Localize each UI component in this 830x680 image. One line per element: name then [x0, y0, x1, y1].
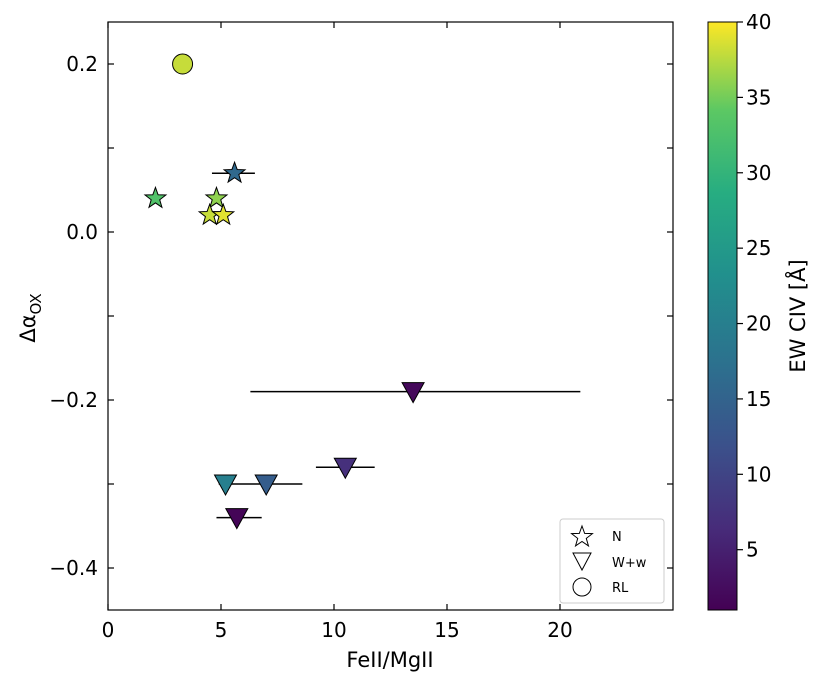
colorbar-tick-label: 5 — [746, 538, 759, 562]
colorbar-ticks: 5 10 15 20 25 30 35 40 — [737, 10, 771, 562]
colorbar-tick-label: 35 — [746, 85, 771, 109]
colorbar-tick-label: 25 — [746, 236, 771, 260]
data-point-star — [143, 185, 168, 209]
x-tick-label: 0 — [102, 618, 115, 642]
colorbar-tick-label: 20 — [746, 312, 771, 336]
x-tick-label: 5 — [215, 618, 228, 642]
y-tick-label: 0.0 — [66, 220, 98, 244]
x-tick-label: 20 — [547, 618, 572, 642]
data-point-triangle — [224, 508, 249, 530]
data-point-triangle — [333, 457, 358, 480]
legend-triangle-down-icon — [572, 552, 592, 572]
y-tick-label: −0.4 — [49, 556, 98, 580]
x-tick-label: 10 — [321, 618, 346, 642]
legend-star-icon — [570, 524, 594, 548]
legend-circle-icon — [572, 577, 592, 597]
colorbar-tick-label: 15 — [746, 387, 771, 411]
data-point-star — [211, 202, 236, 226]
colorbar: 5 10 15 20 25 30 35 40 EW CIV [Å] — [707, 10, 810, 611]
colorbar-tick-label: 30 — [746, 161, 771, 185]
error-bars — [211, 172, 581, 519]
data-point-triangle — [254, 474, 279, 497]
axis-ticks: 0 5 10 15 20 0.2 0.0 −0.2 −0.4 — [49, 22, 673, 642]
x-tick-label: 15 — [434, 618, 459, 642]
legend-label-n: N — [612, 530, 622, 545]
data-point-star — [204, 185, 229, 209]
colorbar-label: EW CIV [Å] — [784, 259, 810, 372]
y-axis-label-main: Δα — [16, 314, 40, 342]
y-tick-label: −0.2 — [49, 388, 98, 412]
data-point-circle — [172, 53, 194, 75]
legend-label-rl: RL — [612, 581, 629, 596]
y-tick-label: 0.2 — [66, 52, 98, 76]
data-markers — [143, 53, 425, 530]
y-axis-label: ΔαOX — [16, 293, 45, 342]
data-point-triangle — [401, 382, 425, 404]
colorbar-tick-label: 10 — [746, 462, 771, 486]
colorbar-tick-label: 40 — [746, 10, 771, 34]
data-point-triangle — [213, 474, 238, 497]
colorbar-gradient — [707, 21, 738, 611]
x-axis-label: FeII/MgII — [346, 648, 433, 672]
data-point-star — [222, 160, 247, 184]
legend-label-w: W+w — [612, 556, 647, 571]
y-axis-label-sub: OX — [27, 293, 45, 314]
legend: N W+w RL — [559, 518, 665, 604]
